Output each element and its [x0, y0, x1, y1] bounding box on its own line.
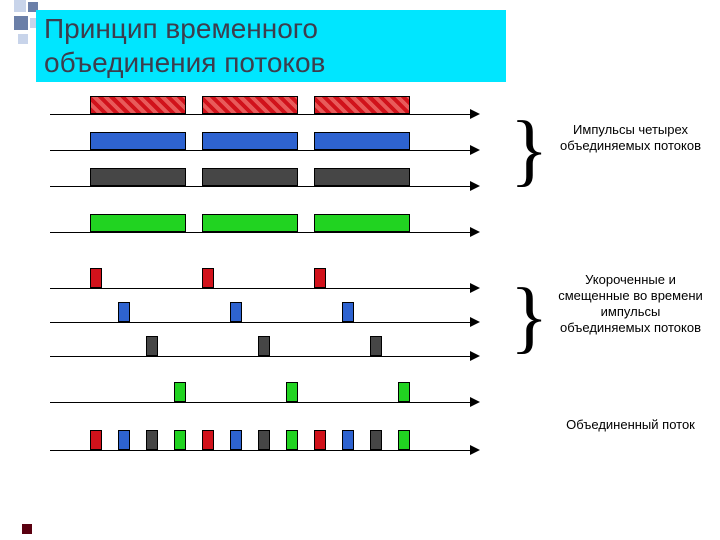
pulse — [90, 268, 102, 288]
arrow-icon — [470, 317, 480, 327]
deco-sq — [14, 0, 26, 12]
pulse — [286, 382, 298, 402]
pulse — [90, 132, 186, 150]
pulse — [90, 430, 102, 450]
label-bottom: Объединенный поток — [558, 417, 703, 433]
pulse — [202, 96, 298, 114]
axis-line — [50, 450, 470, 451]
pulse — [314, 430, 326, 450]
pulse — [230, 430, 242, 450]
pulse — [398, 382, 410, 402]
deco-sq — [18, 34, 28, 44]
axis-line — [50, 288, 470, 289]
deco-sq — [14, 16, 28, 30]
pulse — [398, 430, 410, 450]
axis-line — [50, 356, 470, 357]
pulse — [90, 168, 186, 186]
title-band: Принцип временного объединения потоков — [36, 10, 506, 82]
pulse — [370, 336, 382, 356]
axis-line — [50, 114, 470, 115]
pulse — [314, 214, 410, 232]
axis-line — [50, 150, 470, 151]
pulse — [342, 430, 354, 450]
pulse — [146, 336, 158, 356]
pulse — [230, 302, 242, 322]
page-title: Принцип временного объединения потоков — [44, 12, 498, 80]
bullet-icon — [22, 524, 32, 534]
pulse — [118, 430, 130, 450]
brace-top: } — [510, 110, 548, 190]
pulse — [286, 430, 298, 450]
pulse — [314, 132, 410, 150]
pulse — [314, 168, 410, 186]
arrow-icon — [470, 397, 480, 407]
pulse — [202, 168, 298, 186]
pulse — [258, 336, 270, 356]
arrow-icon — [470, 181, 480, 191]
arrow-icon — [470, 283, 480, 293]
arrow-icon — [470, 109, 480, 119]
pulse — [258, 430, 270, 450]
pulse — [314, 268, 326, 288]
arrow-icon — [470, 145, 480, 155]
brace-middle: } — [510, 277, 548, 357]
pulse — [314, 96, 410, 114]
pulse — [90, 214, 186, 232]
pulse — [202, 268, 214, 288]
pulse — [146, 430, 158, 450]
pulse — [202, 430, 214, 450]
axis-line — [50, 402, 470, 403]
arrow-icon — [470, 227, 480, 237]
axis-line — [50, 232, 470, 233]
chart-area — [50, 92, 480, 524]
axis-line — [50, 322, 470, 323]
pulse — [118, 302, 130, 322]
pulse — [202, 132, 298, 150]
label-top: Импульсы четырех объединяемых потоков — [558, 122, 703, 154]
axis-line — [50, 186, 470, 187]
arrow-icon — [470, 445, 480, 455]
labels-area: } Импульсы четырех объединяемых потоков … — [510, 92, 710, 524]
pulse — [174, 430, 186, 450]
pulse — [342, 302, 354, 322]
pulse — [90, 96, 186, 114]
pulse — [174, 382, 186, 402]
pulse — [202, 214, 298, 232]
label-middle: Укороченные и смещенные во времени импул… — [558, 272, 703, 336]
pulse — [370, 430, 382, 450]
arrow-icon — [470, 351, 480, 361]
